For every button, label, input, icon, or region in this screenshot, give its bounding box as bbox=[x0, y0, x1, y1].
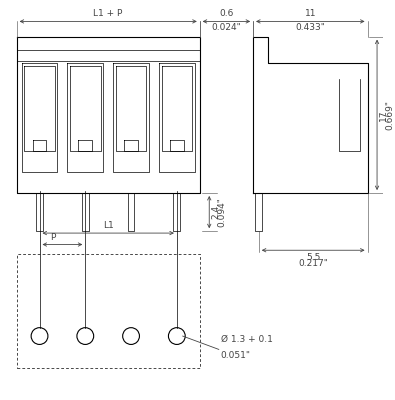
Text: 17: 17 bbox=[378, 109, 387, 121]
Text: 0.433": 0.433" bbox=[295, 23, 325, 32]
Text: 0.6: 0.6 bbox=[219, 9, 233, 18]
Text: 0.024": 0.024" bbox=[212, 23, 241, 32]
Text: 0.051": 0.051" bbox=[221, 351, 251, 360]
Text: P: P bbox=[50, 233, 56, 242]
Text: 2.4: 2.4 bbox=[211, 205, 220, 219]
Text: 0.217": 0.217" bbox=[298, 259, 328, 268]
Text: 5.5: 5.5 bbox=[306, 253, 320, 262]
Text: L1 + P: L1 + P bbox=[94, 9, 123, 18]
Text: 11: 11 bbox=[305, 9, 316, 18]
Text: 0.094": 0.094" bbox=[218, 197, 227, 227]
Text: 0.669": 0.669" bbox=[385, 100, 394, 130]
Text: L1: L1 bbox=[103, 221, 113, 230]
Text: Ø 1.3 + 0.1: Ø 1.3 + 0.1 bbox=[221, 335, 273, 344]
Bar bbox=[17, 254, 200, 368]
